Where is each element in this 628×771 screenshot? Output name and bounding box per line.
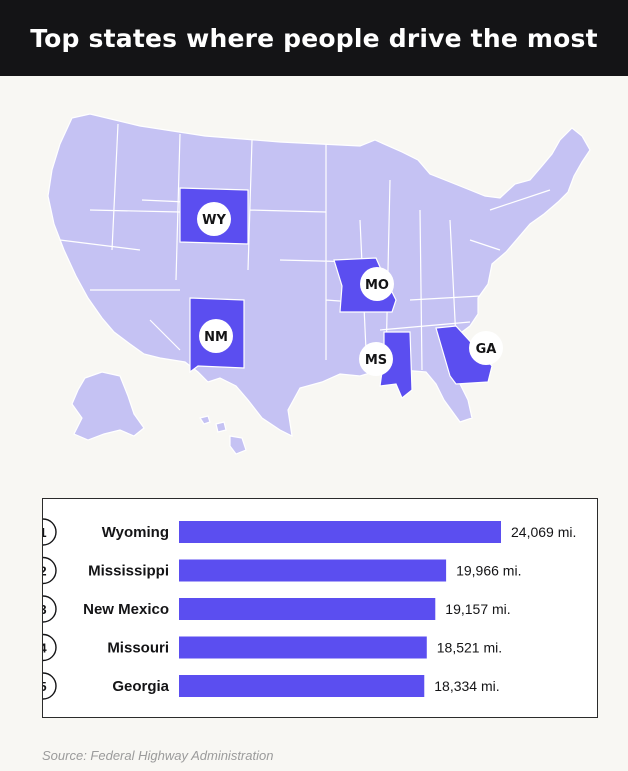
rank-number: 2 [43, 564, 47, 579]
badge-ms: MS [359, 342, 393, 376]
source-note: Source: Federal Highway Administration [42, 748, 274, 763]
map-hawaii [199, 415, 247, 455]
map-alaska [71, 371, 145, 441]
value-label: 18,521 mi. [437, 640, 502, 656]
page-title: Top states where people drive the most [30, 23, 598, 53]
header-banner: Top states where people drive the most [0, 0, 628, 76]
value-label: 19,157 mi. [445, 601, 510, 617]
rank-circle [43, 633, 57, 662]
value-label: 24,069 mi. [511, 524, 576, 540]
badge-wy: WY [197, 202, 231, 236]
badge-nm-circle [199, 319, 233, 353]
us-map-svg: WY NM MO MS GA [47, 113, 591, 455]
us-map: WY NM MO MS GA [30, 100, 600, 480]
rank-circle [43, 556, 57, 585]
ranking-bar-chart: 1 Wyoming 24,069 mi. 2 Mississippi 19,966 mi.… [43, 518, 576, 700]
rank-circle [43, 672, 57, 700]
state-label: New Mexico [83, 601, 169, 618]
bar [179, 675, 425, 697]
rank-number: 5 [43, 679, 47, 694]
value-label: 18,334 mi. [434, 678, 499, 694]
rank-circle [43, 518, 57, 546]
state-label: Mississippi [88, 563, 169, 580]
rank-number: 4 [43, 641, 47, 656]
bar [179, 559, 447, 582]
badge-nm: NM [199, 319, 233, 353]
badge-ga-circle [469, 331, 503, 365]
badge-ga: GA [469, 331, 503, 365]
map-contiguous-us [47, 113, 591, 438]
rank-circle [43, 595, 57, 623]
badge-wy-label: WY [202, 213, 226, 228]
map-state-borders [59, 123, 551, 371]
rank-number: 1 [43, 525, 47, 540]
badge-wy-circle [197, 202, 231, 236]
bar [179, 598, 436, 620]
badge-nm-label: NM [204, 330, 228, 345]
badge-ga-label: GA [476, 342, 497, 357]
rank-number: 3 [43, 602, 47, 617]
map-state-ga [435, 325, 493, 385]
badge-mo: MO [360, 267, 394, 301]
state-label: Wyoming [102, 524, 169, 541]
value-label: 19,966 mi. [456, 563, 521, 579]
ranking-chart: 1 Wyoming 24,069 mi. 2 Mississippi 19,966 mi.… [42, 498, 598, 718]
bar [179, 636, 427, 659]
bar [179, 521, 501, 543]
badge-ms-label: MS [365, 353, 387, 368]
badge-ms-circle [359, 342, 393, 376]
badge-mo-circle [360, 267, 394, 301]
state-label: Georgia [112, 678, 169, 695]
state-label: Missouri [107, 640, 169, 657]
badge-mo-label: MO [365, 278, 389, 293]
